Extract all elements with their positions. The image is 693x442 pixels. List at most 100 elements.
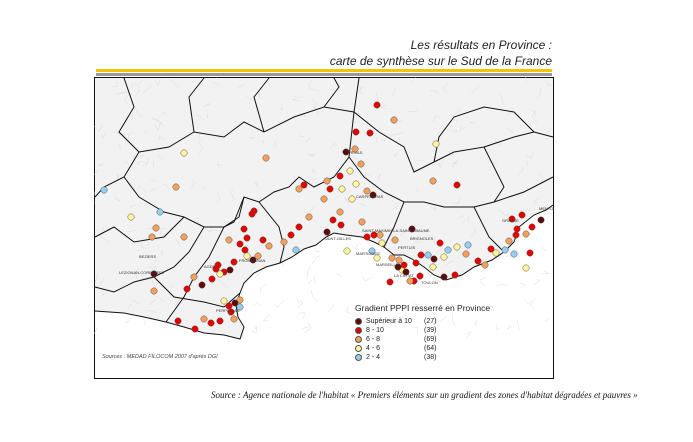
map-point — [320, 195, 328, 203]
map-point — [342, 148, 350, 156]
map-point — [198, 281, 206, 289]
map-point — [363, 187, 371, 195]
map-point — [259, 236, 267, 244]
legend-label: Supérieur à 10 — [366, 318, 412, 325]
legend-count: (27) — [424, 318, 437, 325]
map-point — [395, 256, 403, 264]
map-point — [254, 252, 262, 260]
map-point — [408, 225, 416, 233]
legend-title: Gradient PPPI resserré en Province — [355, 303, 491, 313]
map-point — [236, 296, 244, 304]
city-labels: CARPENTRAS PERTUIS MENTON GRASSE SAINT-MAXIM… — [119, 150, 554, 313]
city-label: TOULON — [421, 280, 438, 285]
map-point — [440, 253, 448, 261]
map-point — [522, 264, 530, 272]
legend-count: (38) — [424, 354, 437, 361]
map-point — [440, 273, 448, 281]
map-point — [474, 257, 482, 265]
city-label: SAINT-MAXIMIN-LA-SAINTE-BAUME — [362, 228, 430, 233]
map-point — [505, 237, 513, 245]
map-point — [513, 225, 521, 233]
map-point — [230, 258, 238, 266]
map-point — [150, 270, 158, 278]
city-label: GRASSE — [502, 218, 519, 223]
commune-texture — [94, 77, 553, 339]
map-point — [100, 186, 108, 194]
map-point — [537, 216, 545, 224]
map-point — [236, 240, 244, 248]
map-point — [292, 246, 300, 254]
city-label: AGDE — [204, 264, 216, 269]
map-point — [522, 230, 530, 238]
map-point — [220, 297, 228, 305]
map-point — [326, 185, 334, 193]
map-point — [216, 270, 224, 278]
legend-count: (64) — [424, 345, 437, 352]
title-rule-gray — [96, 73, 552, 76]
map-point — [295, 223, 303, 231]
map-point — [207, 319, 215, 327]
map-point — [152, 224, 160, 232]
map-point — [386, 278, 394, 286]
map-point — [424, 251, 432, 259]
map-point — [200, 315, 208, 323]
legend-swatch — [355, 318, 362, 325]
map-point — [451, 271, 459, 279]
map-point — [338, 185, 346, 193]
map-point — [429, 263, 437, 271]
title-rule-yellow — [96, 69, 552, 72]
map-point — [510, 250, 518, 258]
map-point — [346, 167, 354, 175]
map-point — [481, 261, 489, 269]
legend-count: (39) — [424, 327, 437, 334]
map-point — [436, 239, 444, 247]
legend-swatch — [355, 354, 362, 361]
map-point — [172, 183, 180, 191]
map-point — [406, 277, 414, 285]
map-point — [190, 273, 198, 281]
map-point — [394, 263, 402, 271]
legend-swatch — [355, 336, 362, 343]
map-point — [416, 272, 424, 280]
map-point — [417, 251, 425, 259]
legend-swatch — [355, 345, 362, 352]
map-point — [148, 233, 156, 241]
map-point — [230, 315, 238, 323]
legend: Gradient PPPI resserré en Province Supér… — [355, 303, 490, 362]
map-point — [358, 218, 366, 226]
map-point — [462, 250, 470, 258]
map-point — [227, 308, 235, 316]
city-label: BRIGNOLES — [410, 236, 434, 241]
map-point — [526, 249, 534, 257]
map-point — [323, 228, 331, 236]
city-label: BEZIERS — [139, 254, 156, 259]
map-point — [370, 231, 378, 239]
map-point — [236, 303, 244, 311]
map-point — [305, 213, 313, 221]
map-point — [363, 233, 371, 241]
map-point — [453, 181, 461, 189]
map-point — [127, 213, 135, 221]
map-point — [231, 299, 239, 307]
map-point — [369, 191, 377, 199]
legend-count: (69) — [424, 336, 437, 343]
map-point — [390, 116, 398, 124]
city-label: PERTUIS — [398, 245, 416, 250]
map-point — [366, 129, 374, 137]
map-point — [265, 242, 273, 250]
city-label: MARSEILLE — [376, 262, 399, 267]
city-label: CARPENTRAS — [356, 194, 384, 199]
map-point — [183, 285, 191, 293]
map-point — [337, 221, 345, 229]
map-point — [208, 275, 216, 283]
map-point — [412, 259, 420, 267]
region-borders — [94, 77, 554, 340]
map-point — [336, 172, 344, 180]
city-label: MENTON — [539, 206, 554, 211]
legend-label: 2 - 4 — [366, 354, 381, 361]
map-point — [501, 246, 509, 254]
map-point — [429, 177, 437, 185]
legend-item: 2 - 4 (38) — [355, 353, 490, 362]
map-point — [212, 265, 220, 273]
title-line-2: carte de synthèse sur le Sud de la Franc… — [329, 54, 552, 68]
